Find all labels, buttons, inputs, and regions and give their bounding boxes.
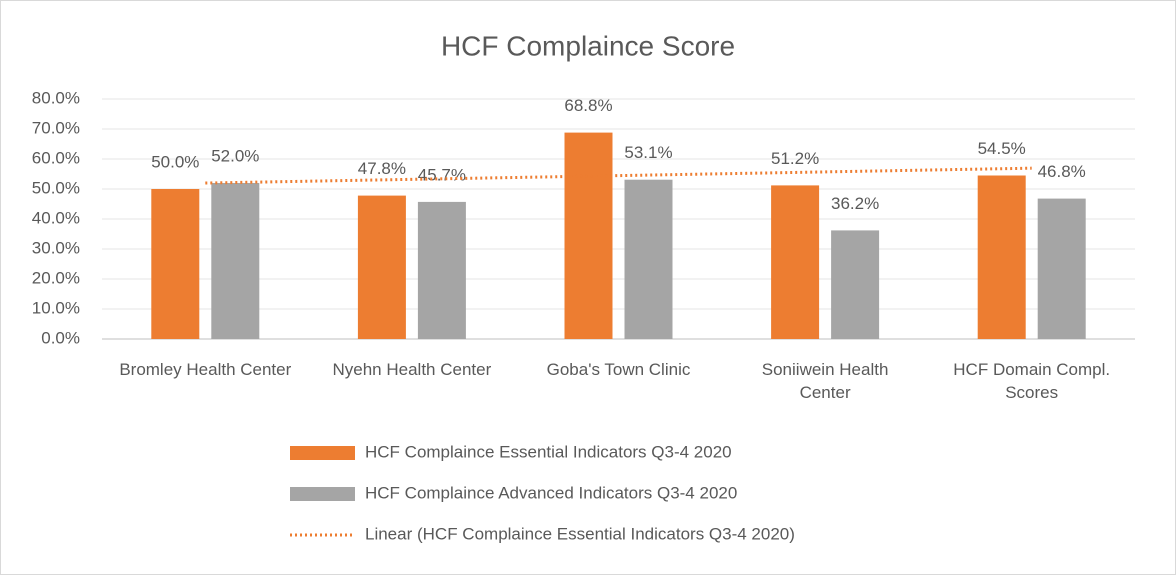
bar — [624, 179, 673, 339]
data-label: 51.2% — [771, 149, 819, 168]
bar — [151, 189, 200, 339]
legend-label: HCF Complaince Essential Indicators Q3-4… — [365, 442, 732, 461]
data-label: 47.8% — [358, 159, 406, 178]
legend-swatch — [290, 487, 355, 501]
bar — [771, 185, 820, 339]
data-label: 46.8% — [1038, 162, 1086, 181]
legend-swatch — [290, 446, 355, 460]
data-label: 54.5% — [978, 139, 1026, 158]
y-tick-label: 10.0% — [32, 298, 80, 317]
legend-label: HCF Complaince Advanced Indicators Q3-4 … — [365, 483, 737, 502]
data-label: 53.1% — [624, 143, 672, 162]
y-tick-label: 20.0% — [32, 268, 80, 287]
data-label: 45.7% — [418, 165, 466, 184]
data-label: 68.8% — [564, 96, 612, 115]
y-tick-label: 60.0% — [32, 148, 80, 167]
legend-label: Linear (HCF Complaince Essential Indicat… — [365, 524, 795, 543]
bar — [977, 175, 1026, 339]
x-tick-label: Bromley Health Center — [119, 360, 292, 379]
x-tick-label: Nyehn Health Center — [332, 360, 492, 379]
chart-title: HCF Complaince Score — [441, 30, 735, 61]
y-tick-label: 0.0% — [41, 328, 80, 347]
data-label: 50.0% — [151, 152, 199, 171]
y-tick-label: 40.0% — [32, 208, 80, 227]
bar — [564, 132, 613, 339]
data-label: 52.0% — [211, 146, 259, 165]
data-label: 36.2% — [831, 194, 879, 213]
bar — [831, 230, 880, 339]
y-tick-label: 70.0% — [32, 118, 80, 137]
y-tick-label: 30.0% — [32, 238, 80, 257]
x-tick-label: HCF Domain Compl. Scores — [953, 360, 1111, 402]
x-tick-label: Soniiwein Health Center — [761, 360, 889, 402]
y-tick-label: 80.0% — [32, 88, 80, 107]
bar — [211, 183, 260, 339]
x-tick-label: Goba's Town Clinic — [546, 360, 691, 379]
bar — [417, 201, 466, 339]
bar — [357, 195, 406, 339]
y-tick-label: 50.0% — [32, 178, 80, 197]
bar — [1037, 198, 1086, 339]
